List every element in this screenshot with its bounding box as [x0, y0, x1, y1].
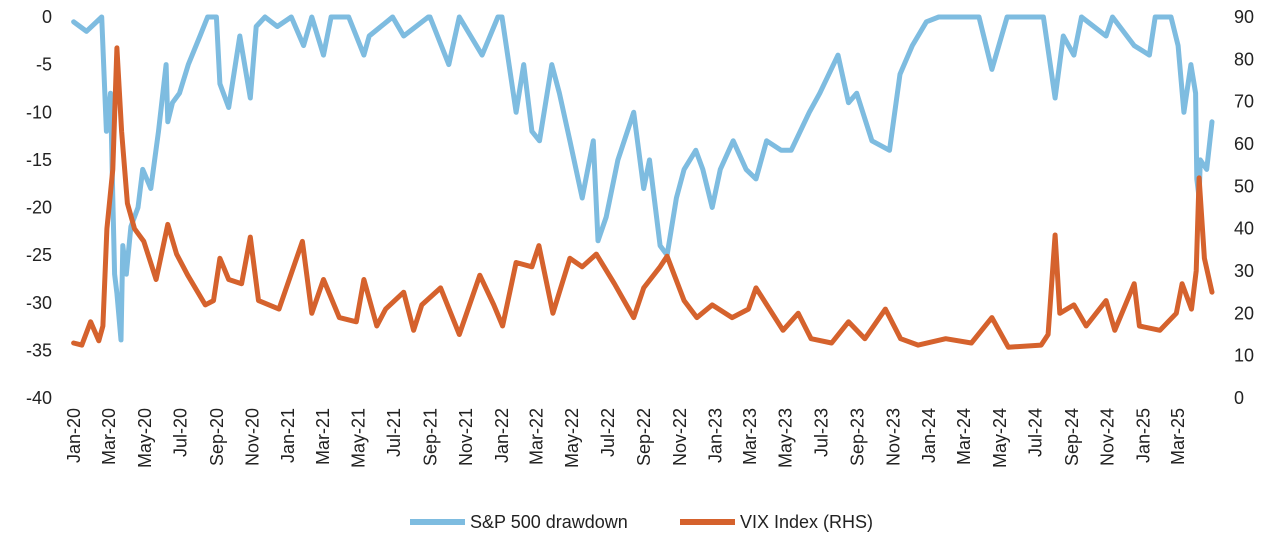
left-axis-tick-label: -20: [26, 198, 52, 218]
right-axis-tick-label: 90: [1234, 7, 1254, 27]
left-axis-ticks: 0 -5 -10 -15 -20 -25 -30 -35 -40: [26, 7, 52, 408]
x-axis-tick-label: May-20: [135, 408, 155, 468]
x-axis-tick-label: Mar-22: [526, 408, 546, 465]
x-axis-tick-label: May-22: [562, 408, 582, 468]
x-axis-tick-label: Jan-21: [278, 408, 298, 463]
series-line-vix: [71, 45, 1215, 350]
x-axis-tick-label: Jul-22: [598, 408, 618, 457]
x-axis-tick-label: Nov-22: [670, 408, 690, 466]
x-axis-tick-label: May-24: [990, 408, 1010, 468]
x-axis-tick-label: Mar-21: [313, 408, 333, 465]
left-axis-tick-label: -5: [36, 55, 52, 75]
x-axis-tick-label: Jul-21: [384, 408, 404, 457]
x-axis-tick-label: Jul-23: [811, 408, 831, 457]
x-axis-tick-label: May-23: [776, 408, 796, 468]
legend-label-drawdown: S&P 500 drawdown: [470, 512, 628, 532]
right-axis-ticks: 90 80 70 60 50 40 30 20 10 0: [1234, 7, 1254, 408]
legend-label-vix: VIX Index (RHS): [740, 512, 873, 532]
x-axis-tick-label: Mar-23: [740, 408, 760, 465]
x-axis-tick-label: Jan-23: [705, 408, 725, 463]
x-axis-tick-label: Jan-22: [492, 408, 512, 463]
x-axis-tick-label: Jul-20: [171, 408, 191, 457]
right-axis-tick-label: 10: [1234, 346, 1254, 366]
x-axis-tick-label: Nov-23: [883, 408, 903, 466]
legend: S&P 500 drawdown VIX Index (RHS): [410, 512, 873, 532]
x-axis-tick-label: Sep-22: [634, 408, 654, 466]
x-axis-tick-label: Sep-21: [420, 408, 440, 466]
left-axis-tick-label: -15: [26, 150, 52, 170]
x-axis-tick-label: Sep-23: [848, 408, 868, 466]
right-axis-tick-label: 50: [1234, 176, 1254, 196]
left-axis-tick-label: -40: [26, 388, 52, 408]
x-axis-tick-label: Mar-25: [1168, 408, 1188, 465]
left-axis-tick-label: 0: [42, 7, 52, 27]
x-axis-tick-label: Nov-21: [456, 408, 476, 466]
left-axis-tick-label: -35: [26, 340, 52, 360]
series-lines: [71, 14, 1215, 350]
x-axis-tick-label: Nov-20: [243, 408, 263, 466]
right-axis-tick-label: 60: [1234, 134, 1254, 154]
x-axis-tick-label: Jan-25: [1133, 408, 1153, 463]
x-axis-tick-label: Sep-24: [1062, 408, 1082, 466]
right-axis-tick-label: 40: [1234, 219, 1254, 239]
x-axis-tick-label: Mar-24: [954, 408, 974, 465]
left-axis-tick-label: -30: [26, 293, 52, 313]
series-line-sp500-drawdown: [71, 14, 1215, 343]
x-axis-tick-label: Nov-24: [1098, 408, 1118, 466]
left-axis-tick-label: -25: [26, 245, 52, 265]
right-axis-tick-label: 30: [1234, 261, 1254, 281]
x-axis-tick-label: Mar-20: [99, 408, 119, 465]
right-axis-tick-label: 80: [1234, 49, 1254, 69]
x-axis-tick-label: Sep-20: [207, 408, 227, 466]
right-axis-tick-label: 70: [1234, 92, 1254, 112]
x-axis-tick-label: May-21: [348, 408, 368, 468]
right-axis-tick-label: 20: [1234, 303, 1254, 323]
x-axis-tick-label: Jan-20: [64, 408, 84, 463]
left-axis-tick-label: -10: [26, 102, 52, 122]
x-axis-tick-label: Jan-24: [919, 408, 939, 463]
right-axis-tick-label: 0: [1234, 388, 1244, 408]
x-axis-ticks: Jan-20 Mar-20 May-20 Jul-20 Sep-20 Nov-20 Jan-…: [64, 408, 1188, 468]
x-axis-tick-label: Jul-24: [1026, 408, 1046, 457]
